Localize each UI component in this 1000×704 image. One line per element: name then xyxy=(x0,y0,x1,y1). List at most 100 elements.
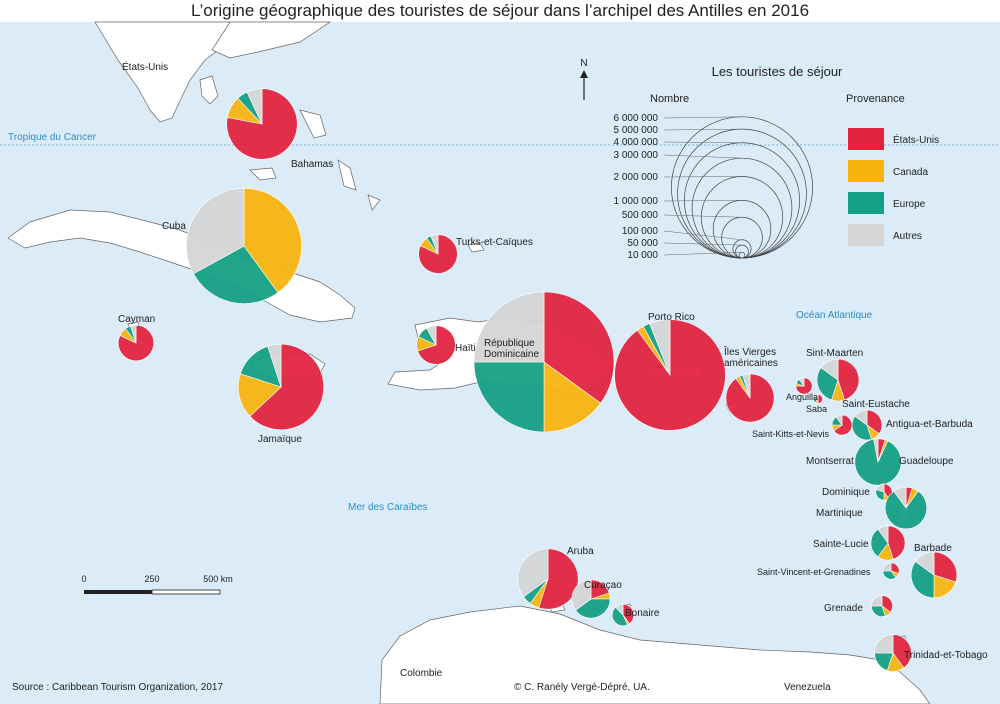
legend-swatch-autres xyxy=(848,224,884,246)
pie-republique-dominicaine xyxy=(473,291,615,433)
pie-slice-saint-vincent-et-grenadines-autres xyxy=(882,562,892,572)
bahamas-island-4 xyxy=(249,167,277,181)
bahamas-island-5 xyxy=(367,194,381,211)
pie-slice-sint-maarten-etats-unis xyxy=(837,358,860,401)
pie-slice-anguilla-etats-unis xyxy=(795,377,813,395)
pie-slice-saba-autres xyxy=(813,394,819,400)
pie-slice-dominique-autres xyxy=(875,483,885,493)
legend-swatch-etats-unis xyxy=(848,128,884,150)
pie-slice-cuba-canada xyxy=(243,188,302,294)
pie-slice-republique-dominicaine-canada xyxy=(543,361,602,433)
label-sainte-lucie: Sainte-Lucie xyxy=(813,539,869,550)
legend-size-leader-0 xyxy=(663,116,743,119)
legend-nombre-heading: Nombre xyxy=(650,93,689,105)
label-trinidad-tobago: Trinidad-et-Tobago xyxy=(904,650,988,661)
legend-label-autres: Autres xyxy=(893,231,922,242)
pie-slice-trinidad-et-tobago-etats-unis xyxy=(892,634,912,669)
label-bahamas: Bahamas xyxy=(291,159,333,170)
pie-iles-vierges-americaines xyxy=(725,373,775,423)
legend-size-leader-4 xyxy=(663,176,743,178)
georgia-coast-land xyxy=(211,21,332,59)
label-aruba: Aruba xyxy=(567,546,594,557)
legend-size-label-6: 500 000 xyxy=(622,210,659,221)
pie-sainte-lucie xyxy=(870,525,906,561)
legend-label-etats-unis: États-Unis xyxy=(893,133,939,146)
pie-slice-barbade-autres xyxy=(915,551,935,576)
label-antigua-barbuda: Antigua-et-Barbuda xyxy=(886,419,973,430)
pie-slice-bonaire-autres xyxy=(615,603,624,616)
pie-slice-cuba-europe xyxy=(193,245,279,304)
label-ocean-atlantique: Océan Atlantique xyxy=(796,310,873,321)
label-venezuela: Venezuela xyxy=(784,682,831,693)
pie-anguilla xyxy=(795,377,813,395)
pie-slice-curacao-autres xyxy=(571,579,592,611)
pie-cayman xyxy=(117,324,155,361)
pie-bahamas xyxy=(226,88,298,160)
legend-size-label-1: 5 000 000 xyxy=(614,125,659,136)
south-america-land xyxy=(379,605,931,704)
label-etats-unis-land: États-Unis xyxy=(122,60,168,73)
map-title: L’origine géographique des touristes de … xyxy=(191,1,809,20)
pie-barbade xyxy=(910,551,958,599)
label-anguilla: Anguilla xyxy=(786,392,818,402)
legend-label-canada: Canada xyxy=(893,167,928,178)
legend-size-leader-3 xyxy=(663,154,743,159)
legend-size-label-3: 3 000 000 xyxy=(614,150,659,161)
label-haiti: Haïti xyxy=(455,343,476,354)
legend-label-europe: Europe xyxy=(893,199,926,210)
scale-tick-250: 250 xyxy=(144,574,159,584)
pie-slice-cayman-autres xyxy=(130,324,137,344)
pie-haiti xyxy=(416,325,456,365)
pie-slice-cuba-autres xyxy=(186,188,245,275)
legend-size-leader-1 xyxy=(663,128,743,131)
label-bonaire: Bonaire xyxy=(625,608,660,619)
pie-slice-porto-rico-autres xyxy=(649,319,671,376)
legend-size-label-8: 50 000 xyxy=(627,238,658,249)
pie-slice-sainte-lucie-etats-unis xyxy=(887,525,906,560)
scale-bar-white xyxy=(151,589,221,595)
pie-sint-maarten xyxy=(816,358,860,402)
turks-caicos-land xyxy=(467,242,485,253)
legend-swatch-europe xyxy=(848,192,884,214)
legend-size-label-0: 6 000 000 xyxy=(614,113,659,124)
label-montserrat: Montserrat xyxy=(806,456,854,467)
label-iles-vierges-1: Îles Vierges xyxy=(723,345,776,358)
bahamas-island-1 xyxy=(199,75,219,105)
label-republique-dominicaine-1: République xyxy=(484,338,535,349)
label-grenade: Grenade xyxy=(824,603,863,614)
pie-slice-guadeloupe-autres xyxy=(873,438,879,463)
bahamas-island-3 xyxy=(337,159,357,191)
legend-provenance-heading: Provenance xyxy=(846,93,905,105)
pie-slice-jamaique-canada xyxy=(237,373,282,417)
title-band xyxy=(0,0,1000,22)
pie-saint-vincent-et-grenadines xyxy=(882,562,900,580)
north-arrow: N xyxy=(580,58,588,100)
pie-aruba xyxy=(517,548,579,610)
pie-slice-aruba-autres xyxy=(517,548,549,598)
legend-title: Les touristes de séjour xyxy=(712,64,843,79)
pie-jamaique xyxy=(237,343,325,430)
pie-slice-curacao-europe xyxy=(575,598,611,619)
label-curacao: Curaçao xyxy=(584,580,622,591)
legend-size-label-2: 4 000 000 xyxy=(614,137,659,148)
pie-slice-republique-dominicaine-europe xyxy=(473,361,545,433)
pie-antigua-et-barbuda xyxy=(851,409,883,441)
pie-slice-jamaique-autres xyxy=(267,343,282,388)
label-iles-vierges-2: américaines xyxy=(724,358,778,369)
pie-martinique xyxy=(884,486,928,530)
pie-symbols xyxy=(117,88,958,672)
pie-slice-jamaique-etats-unis xyxy=(249,343,325,430)
label-turks-caicos: Turks-et-Caïques xyxy=(456,237,533,248)
legend-size-label-5: 1 000 000 xyxy=(614,196,659,207)
legend-size-leader-8 xyxy=(663,242,743,246)
label-colombie: Colombie xyxy=(400,668,443,679)
label-saint-eustache: Saint-Eustache xyxy=(842,399,910,410)
pie-slice-anguilla-autres xyxy=(798,377,805,387)
label-sint-maarten: Sint-Maarten xyxy=(806,348,863,359)
pie-slice-trinidad-et-tobago-autres xyxy=(874,634,894,654)
scale-bar-black xyxy=(84,590,152,594)
pie-bonaire xyxy=(611,603,635,627)
pie-slice-grenade-etats-unis xyxy=(881,595,893,613)
